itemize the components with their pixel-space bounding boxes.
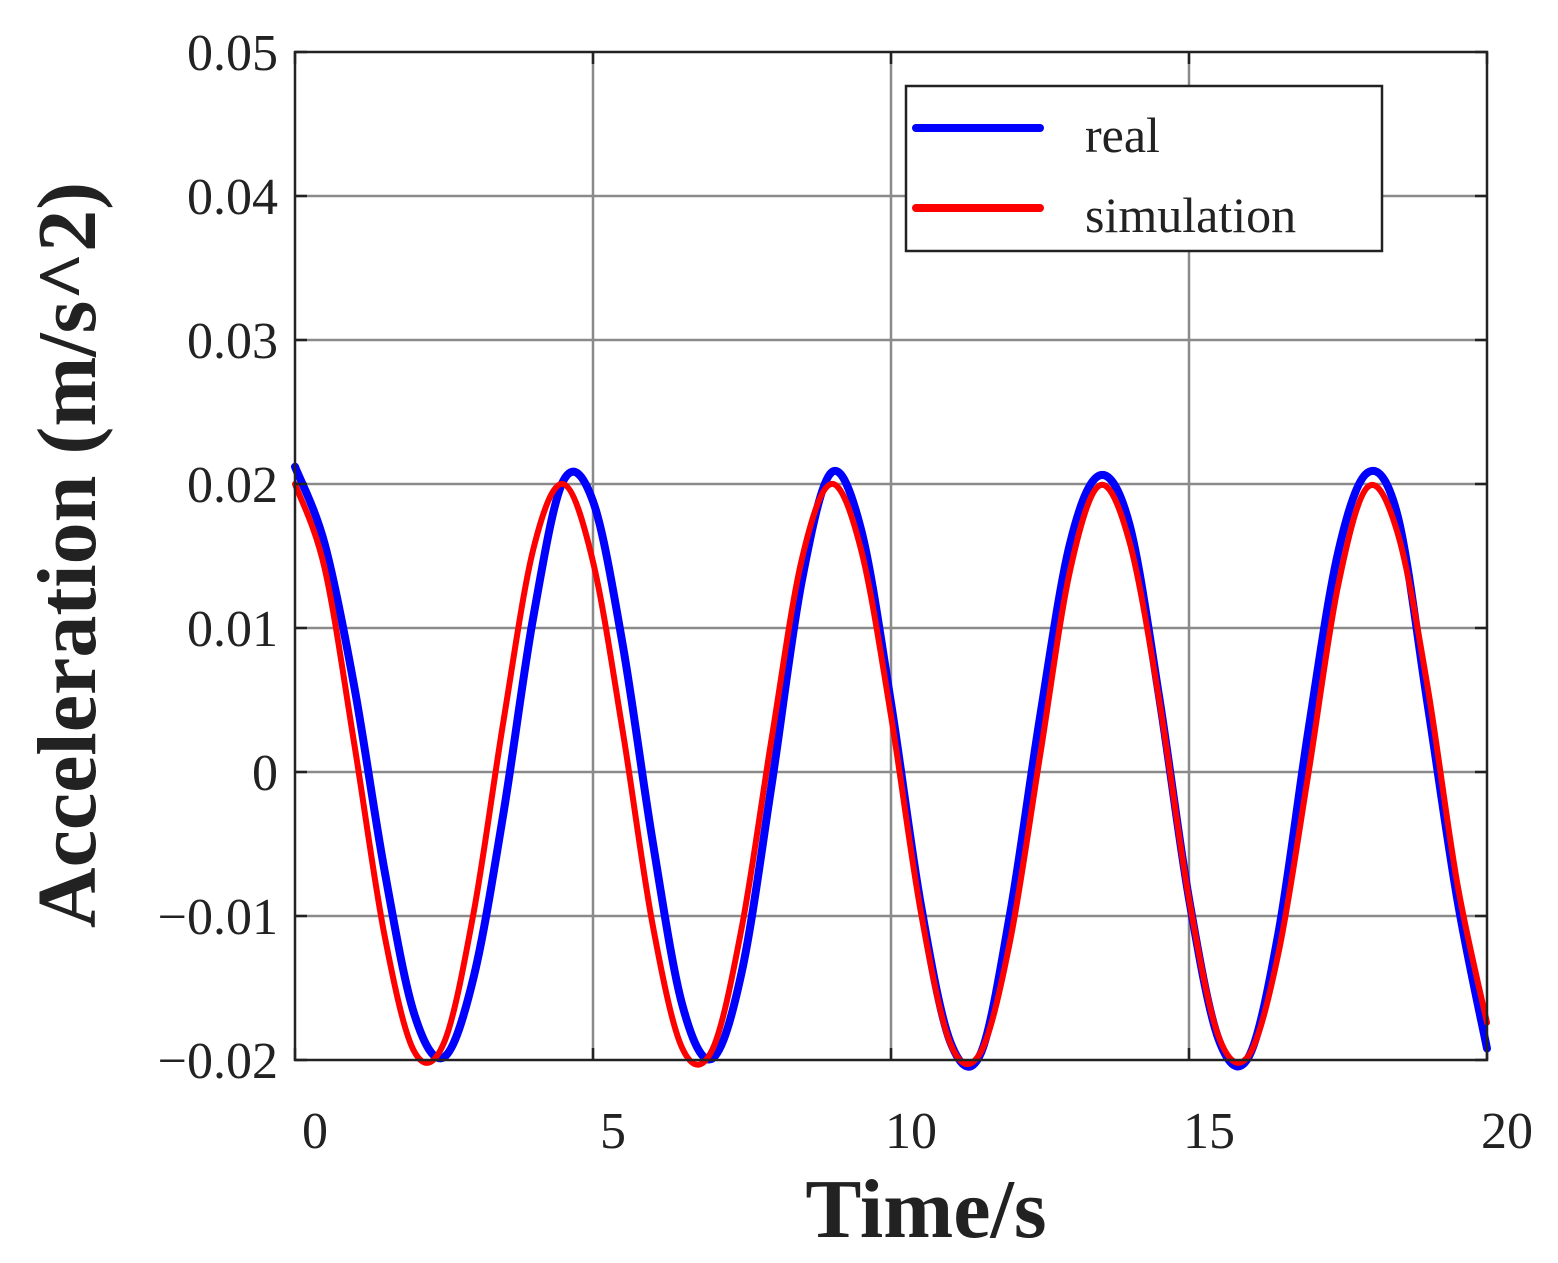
y-axis-label: Acceleration (m/s^2) (21, 182, 114, 928)
y-tick-label: 0.05 (187, 25, 278, 82)
legend-box (904, 84, 1384, 253)
x-axis-ticks: 0 5 10 15 20 (293, 52, 1533, 1160)
x-tick-label: 10 (885, 1103, 937, 1160)
y-tick-label: 0.02 (187, 457, 278, 514)
y-tick-label: −0.01 (158, 889, 278, 946)
y-tick-label: 0 (252, 745, 278, 802)
y-tick-label: 0.01 (187, 601, 278, 658)
legend-label-simulation: simulation (1085, 187, 1296, 243)
y-tick-label: 0.03 (187, 313, 278, 370)
y-tick-label: 0.04 (187, 169, 278, 226)
series-line-simulation (292, 481, 1490, 1068)
y-axis-ticks: −0.02 −0.01 0 0.01 0.02 0.03 0.04 0.05 (158, 25, 1487, 1090)
series-lines (291, 462, 1491, 1071)
x-tick-label: 15 (1183, 1103, 1235, 1160)
legend: real simulation (904, 84, 1384, 253)
y-tick-label: −0.02 (158, 1033, 278, 1090)
x-tick-label: 0 (302, 1103, 328, 1160)
x-tick-label: 5 (600, 1103, 626, 1160)
legend-label-real: real (1085, 107, 1160, 163)
x-axis-label: Time/s (805, 1163, 1046, 1256)
x-tick-label: 20 (1481, 1103, 1533, 1160)
